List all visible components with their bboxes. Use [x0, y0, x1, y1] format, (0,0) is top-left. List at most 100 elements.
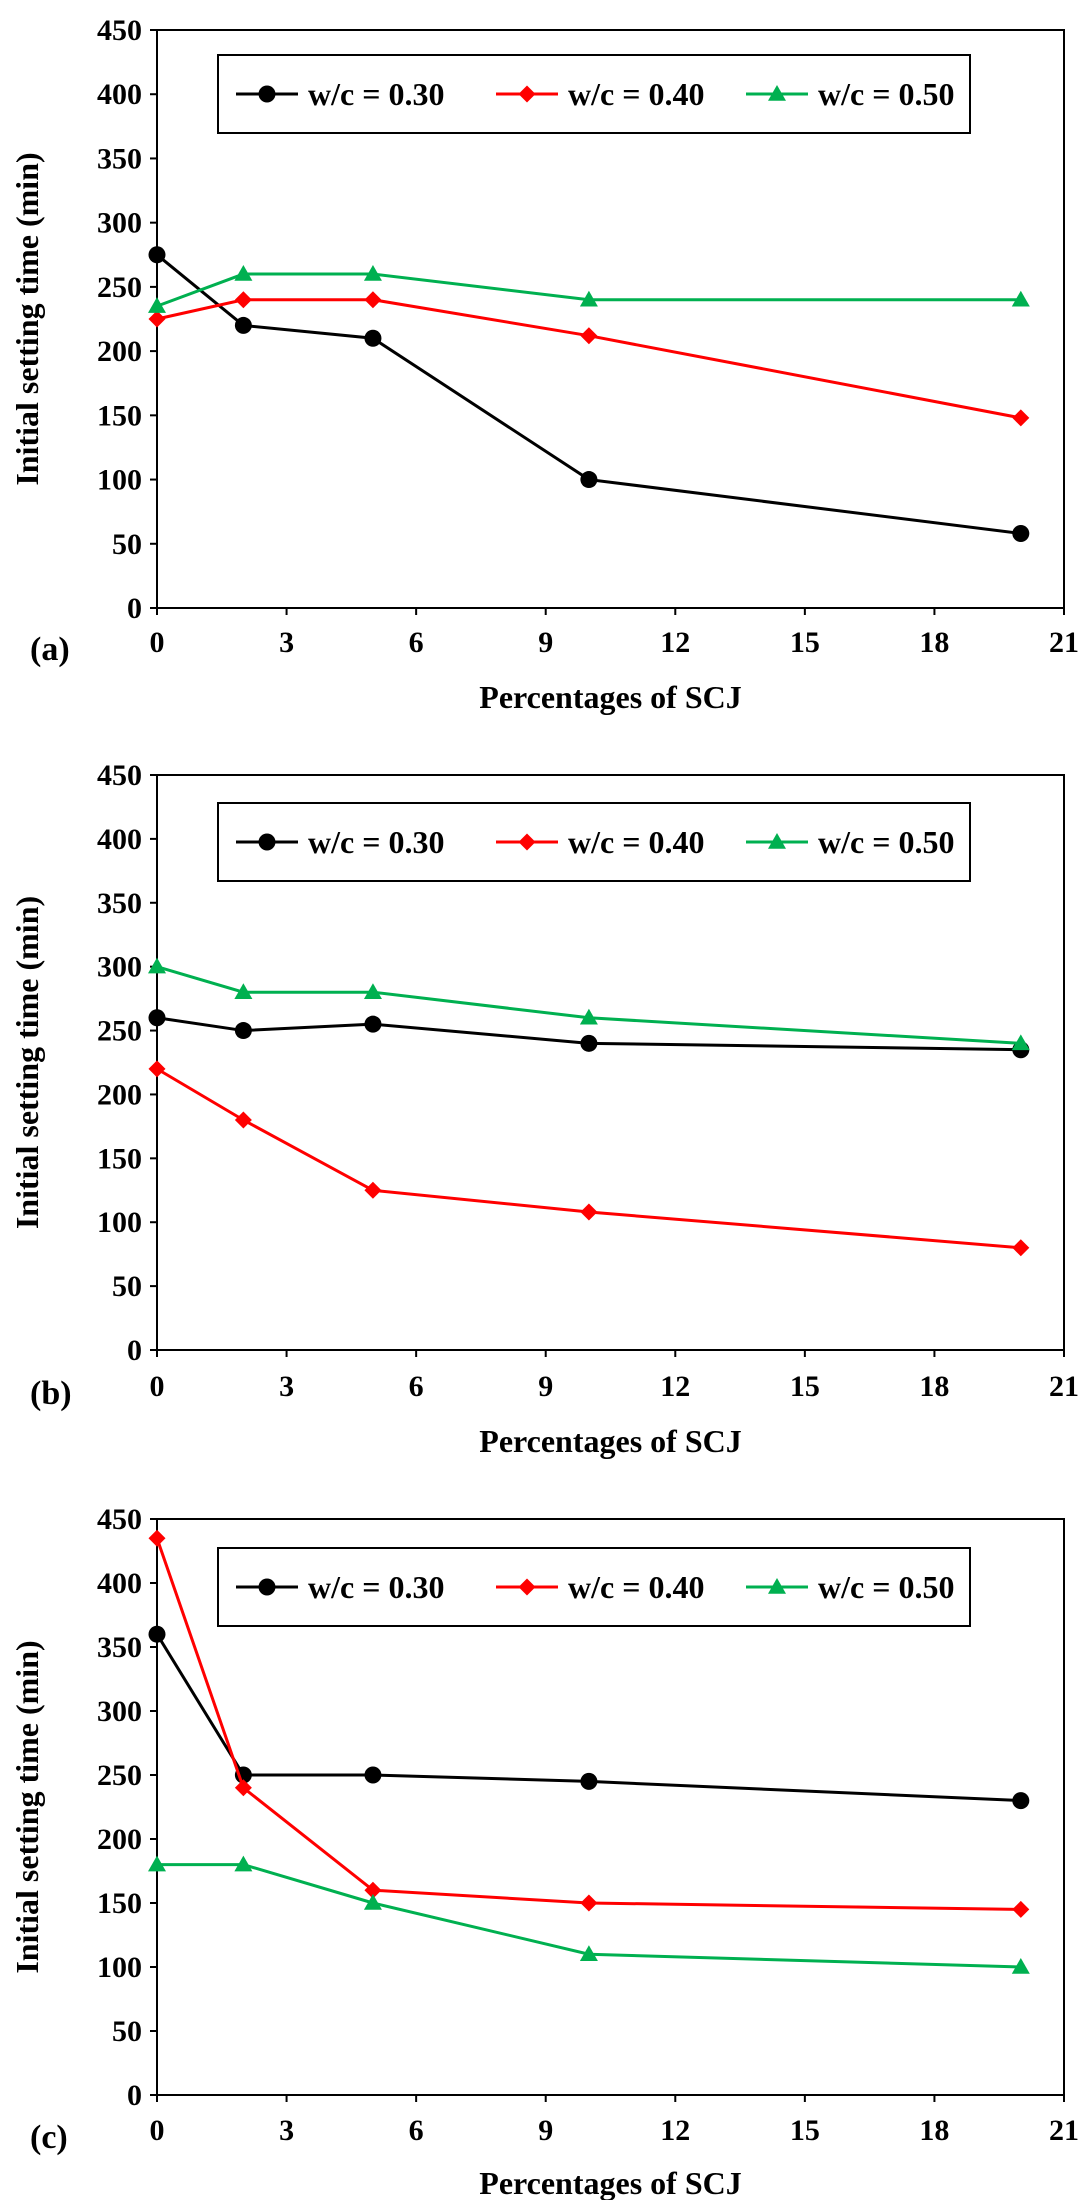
x-tick-label: 15 [790, 2114, 820, 2147]
y-tick-label: 150 [97, 1887, 142, 1920]
data-point-series-1 [148, 246, 166, 264]
data-point-series-1 [234, 316, 252, 334]
x-tick-label: 3 [279, 1370, 294, 1403]
data-point-series-2 [364, 291, 382, 309]
y-tick-label: 100 [97, 1206, 142, 1239]
y-tick-label: 250 [97, 1759, 142, 1792]
legend-marker-3 [768, 85, 786, 101]
legend-marker-3 [768, 833, 786, 849]
data-point-series-1 [580, 1034, 598, 1052]
y-tick-label: 200 [97, 335, 142, 368]
y-tick-label: 300 [97, 951, 142, 984]
data-point-series-1 [148, 1625, 166, 1643]
y-tick-label: 200 [97, 1078, 142, 1111]
x-tick-label: 15 [790, 626, 820, 659]
legend-label-2: w/c = 0.40 [568, 1569, 704, 1605]
legend-label-1: w/c = 0.30 [308, 76, 444, 112]
y-tick-label: 350 [97, 887, 142, 920]
x-tick-label: 15 [790, 1370, 820, 1403]
x-axis-title: Percentages of SCJ [479, 2165, 741, 2200]
data-point-series-2 [580, 327, 598, 345]
data-point-series-2 [234, 1779, 252, 1797]
data-point-series-3 [363, 1894, 382, 1910]
data-point-series-2 [234, 1111, 252, 1129]
x-tick-label: 18 [919, 626, 949, 659]
data-point-series-3 [234, 265, 253, 281]
x-tick-label: 3 [279, 626, 294, 659]
data-point-series-2 [1012, 409, 1030, 427]
series-line-2 [156, 298, 1022, 420]
data-point-series-1 [580, 1772, 598, 1790]
data-point-series-1 [364, 329, 382, 347]
legend-label-3: w/c = 0.50 [818, 824, 954, 860]
data-point-series-1 [148, 1009, 166, 1027]
data-point-series-1 [364, 1015, 382, 1033]
y-tick-label: 300 [97, 1695, 142, 1728]
legend-box [217, 54, 971, 134]
x-tick-label: 21 [1049, 2114, 1079, 2147]
data-point-series-1 [1012, 1792, 1030, 1810]
panel-label: (a) [30, 631, 70, 668]
x-tick-label: 0 [150, 1370, 165, 1403]
chart-panel-b: 0 50 100 150 200 250 300 350 400 450 0 3 6 9 12 15 18 21 P… [9, 759, 1079, 1459]
data-point-series-3 [148, 1855, 166, 1872]
data-point-series-2 [580, 1894, 598, 1912]
y-axis-title: Initial setting time (min) [9, 152, 45, 485]
data-point-series-3 [579, 1945, 598, 1961]
data-point-series-2 [364, 1881, 382, 1899]
legend-marker-1 [258, 833, 276, 851]
data-point-series-2 [148, 1529, 166, 1547]
y-tick-label: 50 [112, 2015, 142, 2048]
series-line-2 [156, 1067, 1021, 1250]
data-point-series-3 [363, 265, 382, 281]
data-point-series-3 [1011, 290, 1030, 307]
y-tick-label: 400 [97, 823, 142, 856]
y-tick-label: 0 [127, 1334, 142, 1367]
x-tick-label: 0 [150, 626, 165, 659]
data-point-series-2 [580, 1203, 598, 1221]
x-tick-label: 12 [660, 2114, 690, 2147]
data-point-series-2 [148, 1060, 166, 1078]
legend: w/c = 0.30 w/c = 0.40 w/c = 0.50 [217, 802, 971, 882]
panel-label: (c) [30, 2119, 68, 2156]
series-line-3 [156, 965, 1021, 1045]
legend-label-1: w/c = 0.30 [308, 824, 444, 860]
x-tick-label: 6 [409, 626, 424, 659]
legend-marker-2 [518, 833, 536, 851]
x-tick-label: 21 [1049, 1370, 1079, 1403]
x-tick-label: 3 [279, 2114, 294, 2147]
x-tick-label: 9 [538, 2114, 553, 2147]
y-tick-label: 300 [97, 207, 142, 240]
legend: w/c = 0.30 w/c = 0.40 w/c = 0.50 [217, 1547, 971, 1627]
x-tick-label: 21 [1049, 626, 1079, 659]
data-point-series-3 [579, 290, 598, 307]
data-point-series-1 [1012, 525, 1030, 543]
x-tick-label: 6 [409, 1370, 424, 1403]
x-tick-label: 6 [409, 2114, 424, 2147]
y-tick-label: 250 [97, 1015, 142, 1048]
chart-panel-c: 0 50 100 150 200 250 300 350 400 450 0 3 6 9 12 15 18 21 P… [9, 1503, 1079, 2200]
x-tick-label: 12 [660, 1370, 690, 1403]
y-tick-label: 100 [97, 464, 142, 497]
y-tick-label: 350 [97, 1631, 142, 1664]
y-tick-label: 250 [97, 271, 142, 304]
data-point-series-3 [234, 983, 253, 999]
data-point-series-3 [363, 983, 382, 999]
y-tick-label: 350 [97, 142, 142, 175]
x-tick-label: 9 [538, 626, 553, 659]
y-axis-title: Initial setting time (min) [9, 1640, 45, 1973]
data-point-series-2 [364, 1181, 382, 1199]
legend-marker-2 [518, 85, 536, 103]
legend-marker-1 [258, 85, 276, 103]
y-tick-label: 200 [97, 1823, 142, 1856]
legend-label-1: w/c = 0.30 [308, 1569, 444, 1605]
panel-label: (b) [30, 1375, 72, 1412]
data-point-series-3 [234, 1855, 253, 1872]
y-tick-label: 50 [112, 1270, 142, 1303]
y-tick-label: 150 [97, 399, 142, 432]
legend-label-3: w/c = 0.50 [818, 76, 954, 112]
data-point-series-2 [1012, 1900, 1030, 1918]
x-tick-label: 0 [150, 2114, 165, 2147]
y-tick-label: 100 [97, 1951, 142, 1984]
data-point-series-3 [579, 1008, 598, 1025]
